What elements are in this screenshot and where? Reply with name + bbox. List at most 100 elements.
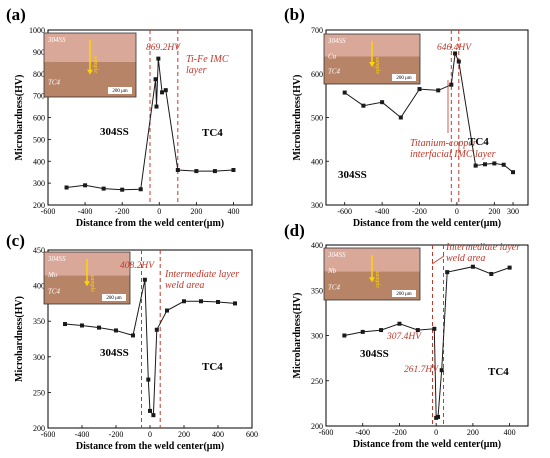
data-point (379, 328, 384, 333)
data-point (473, 163, 478, 168)
inset-layer-label: 304SS (47, 255, 66, 263)
annotation-text: Intermediate layer (164, 269, 239, 280)
region-label: 304SS (360, 348, 389, 360)
annotation-text: Titanium-copper (410, 138, 477, 149)
y-tick-label: 400 (311, 157, 323, 166)
x-tick-label: 200 (467, 428, 479, 437)
x-tick-label: -200 (392, 428, 407, 437)
data-point (156, 56, 161, 61)
inset-frame (43, 32, 137, 98)
y-tick-label: 300 (33, 179, 45, 188)
data-point (439, 368, 444, 373)
data-point (231, 168, 236, 172)
x-tick-label: -200 (412, 207, 427, 216)
inset-arrow-label: sample (89, 275, 95, 292)
x-tick-label: 300 (507, 207, 519, 216)
x-tick-label: 0 (148, 430, 152, 439)
data-point (199, 299, 203, 304)
y-tick-label: 250 (33, 388, 45, 397)
data-point (163, 88, 168, 93)
peak-hardness-label: 869.2HV (146, 43, 181, 53)
annotation-pointer (431, 255, 445, 265)
y-tick-label: 300 (311, 201, 323, 210)
data-point (175, 168, 180, 172)
y-axis-title: Microhardness(HV) (292, 75, 303, 161)
inset-layer-label: 304SS (327, 37, 346, 45)
data-point (142, 277, 147, 282)
data-point (342, 333, 347, 338)
data-point (151, 413, 156, 418)
series-line (66, 58, 234, 191)
peak-hardness-label: 646.4HV (437, 43, 472, 53)
y-tick-label: 500 (33, 135, 45, 144)
data-point (154, 104, 159, 109)
annotation-text: Ti-Fe IMC (186, 54, 229, 65)
data-point (182, 299, 186, 304)
inset-layer-label: 304SS (47, 36, 66, 44)
scale-bar-label: 200 μm (396, 292, 411, 297)
x-axis-title: Distance from the weld center(μm) (76, 441, 224, 452)
data-point (397, 321, 402, 326)
data-point (153, 77, 158, 82)
x-axis-title: Distance from the weld center(μm) (76, 218, 224, 229)
data-point (80, 323, 84, 328)
y-tick-label: 400 (33, 282, 45, 291)
data-point (489, 271, 494, 276)
inset-layer-label: Nb (327, 267, 337, 275)
data-point (436, 414, 441, 419)
inset-frame (323, 247, 421, 301)
x-tick-label: -600 (337, 207, 352, 216)
data-point (212, 169, 217, 174)
x-tick-label: 200 (190, 207, 202, 216)
x-tick-label: -200 (109, 430, 124, 439)
x-tick-label: -200 (115, 207, 130, 216)
data-point (160, 90, 165, 95)
arrow-head-icon (84, 281, 90, 287)
region-label: TC4 (488, 366, 509, 378)
inset-micrograph: 304SS Nb TC4 sample 200 μm (323, 247, 421, 301)
y-tick-label: 200 (33, 201, 45, 210)
annotation-text: interfacial IMC layer (410, 149, 496, 160)
x-axis-title: Distance from the weld center(μm) (353, 218, 501, 229)
data-point (470, 264, 475, 269)
data-point (131, 333, 135, 338)
data-point (114, 328, 118, 333)
x-tick-label: -400 (355, 428, 370, 437)
y-tick-label: 500 (311, 114, 323, 123)
region-label: 304SS (100, 126, 129, 138)
inset-layer-label: 304SS (327, 251, 346, 259)
inset-micrograph: 304SS Mo TC4 sample 200 μm (43, 251, 131, 305)
inset-frame (323, 33, 421, 85)
scale-bar-label: 200 μm (112, 89, 127, 94)
inset-layer-label: TC4 (48, 287, 61, 295)
scale-bar-box (392, 290, 416, 297)
inset-layer-label: Mo (47, 271, 58, 279)
panel-letter: (c) (6, 231, 25, 250)
x-tick-label: 0 (434, 428, 438, 437)
annotation-text: weld area (446, 253, 485, 264)
data-point (482, 162, 487, 167)
data-point (138, 187, 143, 192)
panel-letter: (a) (6, 5, 26, 24)
inset-layer-label: TC4 (328, 68, 341, 76)
data-point (233, 301, 237, 306)
x-tick-label: 200 (178, 430, 190, 439)
y-tick-label: 200 (33, 424, 45, 433)
inset-arrow-label: sample (374, 271, 380, 288)
data-point (445, 270, 450, 275)
region-label: TC4 (468, 136, 489, 148)
chart-panel-1: (a) -600 -400 -200 0 200 400 200 300 400 500 600 700… (6, 5, 253, 229)
y-tick-label: 300 (33, 353, 45, 362)
y-tick-label: 300 (311, 332, 323, 341)
peak-hardness-label: 307.4HV (386, 332, 422, 342)
data-point (398, 115, 403, 120)
x-tick-label: 600 (246, 430, 258, 439)
data-point (449, 82, 454, 87)
data-point (97, 325, 101, 330)
x-tick-label: -400 (375, 207, 390, 216)
data-point (453, 51, 458, 56)
region-label: TC4 (202, 361, 223, 373)
y-tick-label: 700 (33, 92, 45, 101)
data-point (101, 186, 106, 191)
